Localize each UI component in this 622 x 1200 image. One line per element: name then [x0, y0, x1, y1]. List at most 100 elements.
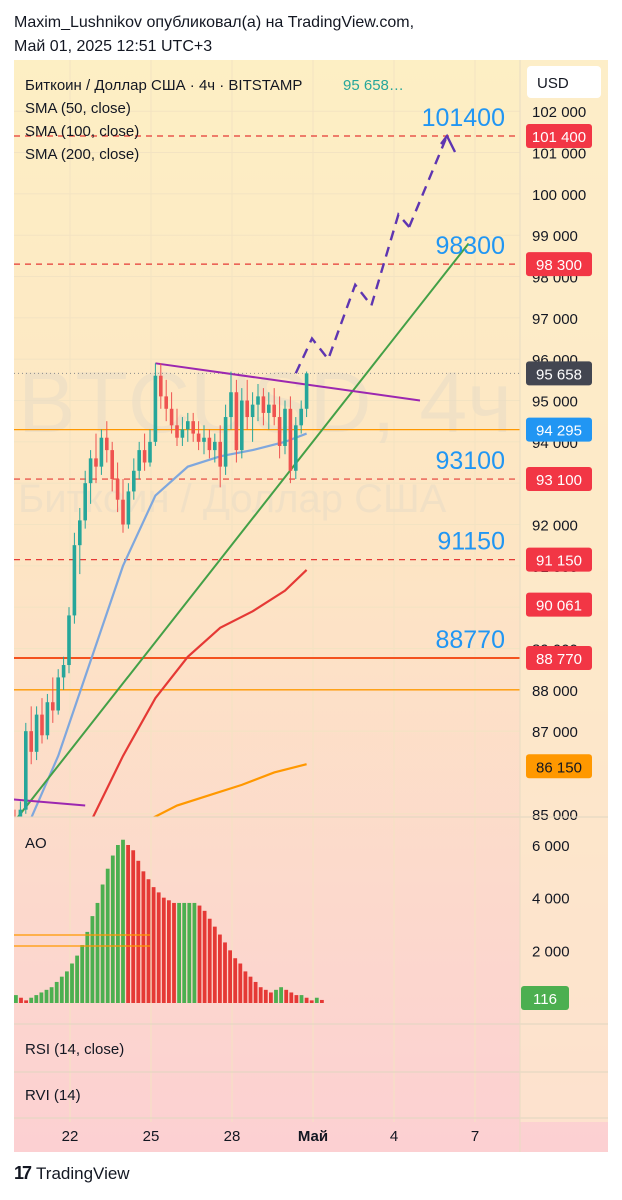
ao-bar — [110, 855, 115, 1003]
price-tick-label: 87 000 — [532, 724, 578, 741]
candle-body — [223, 417, 228, 467]
price-label-box — [526, 592, 592, 617]
price-scale-background — [520, 60, 608, 1122]
candle-body — [67, 615, 71, 666]
ao-bar — [263, 989, 268, 1003]
legend-sma-100[interactable]: SMA (100, close) — [25, 123, 139, 140]
ao-bar — [182, 902, 187, 1003]
ao-bar — [141, 871, 146, 1003]
ao-bar — [95, 902, 100, 1003]
ao-bar — [253, 981, 258, 1003]
ao-bar — [90, 916, 95, 1003]
ao-bar — [14, 995, 18, 1003]
candle-body — [256, 396, 260, 405]
ao-histogram — [14, 839, 324, 1003]
ao-bar — [233, 958, 238, 1003]
price-label-text: 95 658 — [536, 366, 582, 383]
ao-bar — [269, 992, 273, 1003]
candle-body — [196, 433, 201, 442]
price-tick-label: 97 000 — [532, 311, 578, 328]
time-tick-label: 28 — [224, 1128, 241, 1145]
level-annotation-text: 91150 — [437, 528, 505, 556]
ao-bar — [228, 950, 232, 1003]
price-tick-label: 92 000 — [532, 518, 578, 535]
legend-symbol[interactable]: Биткоин / Доллар США · 4ч · BITSTAMP — [25, 77, 302, 94]
legend-sma-50[interactable]: SMA (50, close) — [25, 100, 131, 117]
candle-body — [299, 408, 303, 426]
price-label-box — [526, 754, 592, 779]
level-annotations: 101400 98300 93100 91150 88770 — [422, 104, 505, 654]
candle-body — [245, 400, 249, 418]
candle-body — [45, 702, 50, 736]
ao-bar — [187, 902, 192, 1003]
candle-body — [164, 396, 168, 409]
ao-bar — [172, 902, 176, 1003]
price-tick-label: 100 000 — [532, 187, 586, 204]
ao-bar — [207, 918, 212, 1003]
ao-bar — [59, 976, 64, 1003]
candle-body — [126, 491, 131, 525]
chart-grid — [14, 60, 520, 1122]
ao-bar — [85, 931, 90, 1003]
candle-body — [234, 392, 239, 451]
candle-body — [169, 408, 174, 426]
level-annotation-text: 101400 — [422, 104, 505, 132]
price-label-text: 98 300 — [536, 257, 582, 274]
ao-bar — [54, 981, 59, 1003]
forecast-arrow-icon — [440, 133, 457, 153]
candle-body — [88, 458, 93, 484]
ao-bar — [65, 971, 69, 1003]
price-label-box — [526, 252, 592, 277]
price-tick-label: 95 000 — [532, 394, 578, 411]
candle-body — [99, 437, 104, 467]
candle-body — [218, 441, 222, 467]
currency-button[interactable] — [527, 66, 601, 98]
ao-tick-label: 6 000 — [532, 838, 570, 855]
price-tick-label: 88 000 — [532, 683, 578, 700]
price-label-box — [526, 417, 592, 442]
candle-body — [213, 441, 217, 451]
candle-body — [250, 404, 255, 418]
ao-last-value-box — [521, 985, 569, 1010]
candle-body — [94, 458, 98, 467]
ao-bar — [309, 1000, 314, 1003]
price-tick-label: 99 000 — [532, 228, 578, 245]
ao-bar — [320, 999, 324, 1003]
ao-bar — [146, 879, 151, 1003]
price-label-text: 90 061 — [536, 598, 582, 615]
purple-trendline — [155, 362, 421, 402]
candle-body — [61, 665, 66, 678]
ao-bar — [279, 987, 283, 1003]
tradingview-brand: TradingView — [36, 1163, 130, 1183]
candle-body — [34, 714, 39, 752]
level-annotation-text: 93100 — [435, 447, 505, 475]
time-axis[interactable]: 22 25 28 Май 4 7 — [62, 1128, 480, 1145]
ao-bar — [177, 902, 181, 1003]
ao-label[interactable]: AO — [25, 835, 47, 852]
price-tick-label: 102 000 — [532, 104, 586, 121]
ao-last-value-text: 116 — [533, 991, 557, 1008]
ao-bar — [151, 887, 156, 1003]
rsi-label[interactable]: RSI (14, close) — [25, 1041, 124, 1058]
ao-bar — [299, 995, 304, 1003]
candle-body — [283, 408, 287, 446]
time-tick-label: Май — [298, 1128, 328, 1145]
rvi-label[interactable]: RVI (14) — [25, 1087, 81, 1104]
footer-brand[interactable]: 17 TradingView — [14, 1163, 130, 1184]
ao-bar — [202, 910, 207, 1003]
ao-bar — [121, 839, 125, 1003]
forecast-path — [294, 212, 411, 374]
candle-body — [137, 450, 141, 471]
candle-body — [229, 392, 233, 418]
price-label-text: 88 770 — [536, 651, 582, 668]
candle-body — [288, 408, 293, 471]
candle-body — [24, 731, 28, 810]
candle-body — [121, 499, 125, 525]
candle-body — [261, 396, 266, 413]
horizontal-levels — [14, 135, 520, 691]
legend-sma-200[interactable]: SMA (200, close) — [25, 146, 139, 163]
ao-tick-label: 2 000 — [532, 943, 570, 960]
publisher-line: Maxim_Lushnikov опубликовал(а) на Tradin… — [14, 14, 415, 31]
ao-bar — [29, 997, 34, 1003]
